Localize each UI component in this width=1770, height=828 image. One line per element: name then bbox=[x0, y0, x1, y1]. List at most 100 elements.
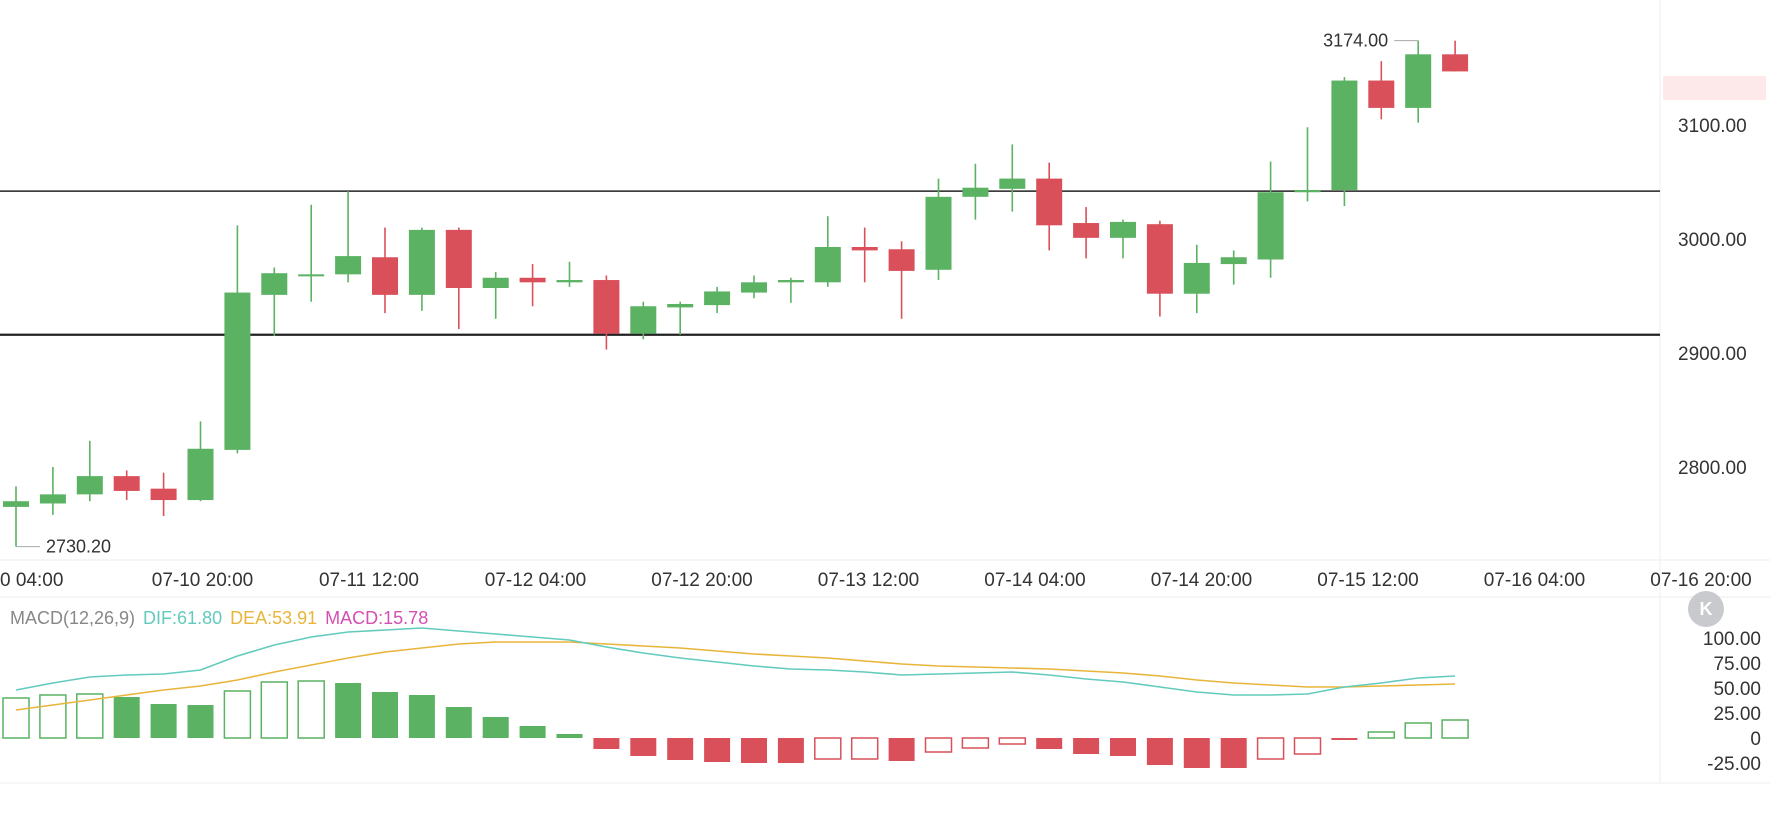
candle bbox=[888, 241, 915, 319]
candle bbox=[777, 277, 804, 303]
macd-histogram-bar bbox=[1256, 737, 1285, 760]
x-tick-label: 07-12 20:00 bbox=[651, 570, 752, 591]
macd-histogram-bar bbox=[223, 690, 252, 739]
candle bbox=[224, 225, 251, 454]
candle-body bbox=[741, 282, 767, 293]
candle bbox=[999, 144, 1026, 212]
macd-histogram-bar bbox=[1331, 738, 1358, 740]
macd-histogram-bar bbox=[741, 738, 767, 763]
dif-line bbox=[15, 627, 1456, 696]
macd-histogram-bar bbox=[556, 734, 583, 738]
candle bbox=[1405, 40, 1432, 123]
candle bbox=[1036, 162, 1063, 251]
candle-body bbox=[261, 273, 288, 295]
macd-histogram-bar bbox=[2, 697, 30, 739]
candle-body bbox=[593, 280, 620, 334]
candle bbox=[667, 301, 694, 335]
candle-body bbox=[1331, 80, 1358, 190]
candle-body bbox=[888, 249, 915, 271]
macd-histogram-bar bbox=[445, 707, 472, 738]
candle bbox=[1331, 77, 1358, 206]
macd-histogram-bar bbox=[1220, 738, 1247, 768]
candle bbox=[1442, 40, 1469, 72]
candle-body bbox=[1257, 192, 1284, 260]
candle-body bbox=[224, 292, 251, 450]
price-y-tick-label: 3000.00 bbox=[1678, 230, 1747, 251]
macd-histogram-bar bbox=[630, 738, 657, 756]
candle bbox=[1110, 219, 1136, 259]
macd-histogram-bar bbox=[113, 697, 140, 738]
macd-histogram-bar bbox=[1404, 722, 1432, 739]
candle-body bbox=[3, 501, 29, 507]
candle bbox=[3, 486, 29, 547]
candle bbox=[408, 227, 435, 311]
macd-histogram-bar bbox=[187, 705, 214, 738]
x-tick-label: 07-14 04:00 bbox=[984, 570, 1085, 591]
candle bbox=[1368, 61, 1395, 120]
x-tick-label: 07-16 20:00 bbox=[1650, 570, 1751, 591]
macd-histogram-bar bbox=[1073, 738, 1100, 754]
candle bbox=[1146, 220, 1173, 317]
candle bbox=[1257, 161, 1284, 278]
macd-histogram-bar bbox=[1183, 738, 1210, 768]
candle-body bbox=[372, 257, 398, 295]
macd-y-tick-label: -25.00 bbox=[1707, 754, 1761, 775]
macd-y-tick-label: 50.00 bbox=[1713, 679, 1761, 700]
macd-legend: MACD(12,26,9) DIF:61.80 DEA:53.91 MACD:15.7… bbox=[10, 608, 428, 629]
candle-body bbox=[76, 476, 103, 495]
candle bbox=[187, 421, 214, 502]
macd-histogram-bar bbox=[998, 737, 1027, 745]
macd-histogram-bar bbox=[667, 738, 694, 760]
price-y-tick-label: 2900.00 bbox=[1678, 344, 1747, 365]
candle-body bbox=[667, 303, 694, 308]
macd-histogram-bar bbox=[850, 737, 879, 760]
macd-histogram-bar bbox=[1110, 738, 1136, 756]
candle bbox=[372, 227, 398, 314]
candle-body bbox=[1146, 224, 1173, 294]
macd-histogram-bar bbox=[704, 738, 731, 762]
candle bbox=[261, 267, 288, 336]
current-price-tag-bg bbox=[1663, 76, 1766, 100]
candle bbox=[519, 264, 546, 307]
x-tick-label: 0 04:00 bbox=[0, 570, 63, 591]
high-price-label: 3174.00 bbox=[1323, 31, 1388, 51]
candle-body bbox=[556, 280, 583, 283]
candle-body bbox=[298, 274, 325, 277]
candle bbox=[1220, 250, 1247, 285]
candle-body bbox=[113, 476, 140, 491]
candle bbox=[704, 286, 731, 314]
candle-body bbox=[1368, 80, 1395, 108]
candle-body bbox=[962, 187, 989, 197]
x-tick-label: 07-12 04:00 bbox=[485, 570, 586, 591]
candle-body bbox=[150, 488, 177, 501]
candle bbox=[630, 301, 657, 340]
low-price-label: 2730.20 bbox=[46, 537, 111, 557]
candle-body bbox=[39, 494, 66, 504]
candle-body bbox=[925, 196, 952, 270]
candle-body bbox=[445, 229, 472, 289]
macd-histogram-bar bbox=[593, 738, 620, 749]
macd-histogram-bar bbox=[76, 693, 104, 739]
macd-legend-dif: DIF:61.80 bbox=[143, 608, 223, 628]
macd-histogram-bar bbox=[924, 737, 953, 753]
macd-histogram-bar bbox=[961, 737, 990, 749]
candle-body bbox=[851, 246, 878, 251]
candle bbox=[814, 216, 841, 287]
support-resistance-lines bbox=[0, 190, 1660, 336]
macd-y-tick-label: 25.00 bbox=[1713, 704, 1761, 725]
candle-body bbox=[519, 277, 546, 283]
macd-y-tick-label: 0 bbox=[1750, 729, 1761, 750]
x-tick-label: 07-10 20:00 bbox=[152, 570, 253, 591]
candle bbox=[482, 272, 509, 319]
kline-toggle-button[interactable]: K bbox=[1688, 591, 1724, 627]
macd-panel bbox=[2, 627, 1469, 768]
candle bbox=[1073, 207, 1100, 259]
macd-legend-dea: DEA:53.91 bbox=[230, 608, 318, 628]
candle-body bbox=[704, 291, 731, 306]
candle-body bbox=[1405, 54, 1432, 108]
candle bbox=[76, 440, 103, 502]
candle-body bbox=[335, 256, 362, 275]
macd-legend-name: MACD(12,26,9) bbox=[10, 608, 136, 628]
